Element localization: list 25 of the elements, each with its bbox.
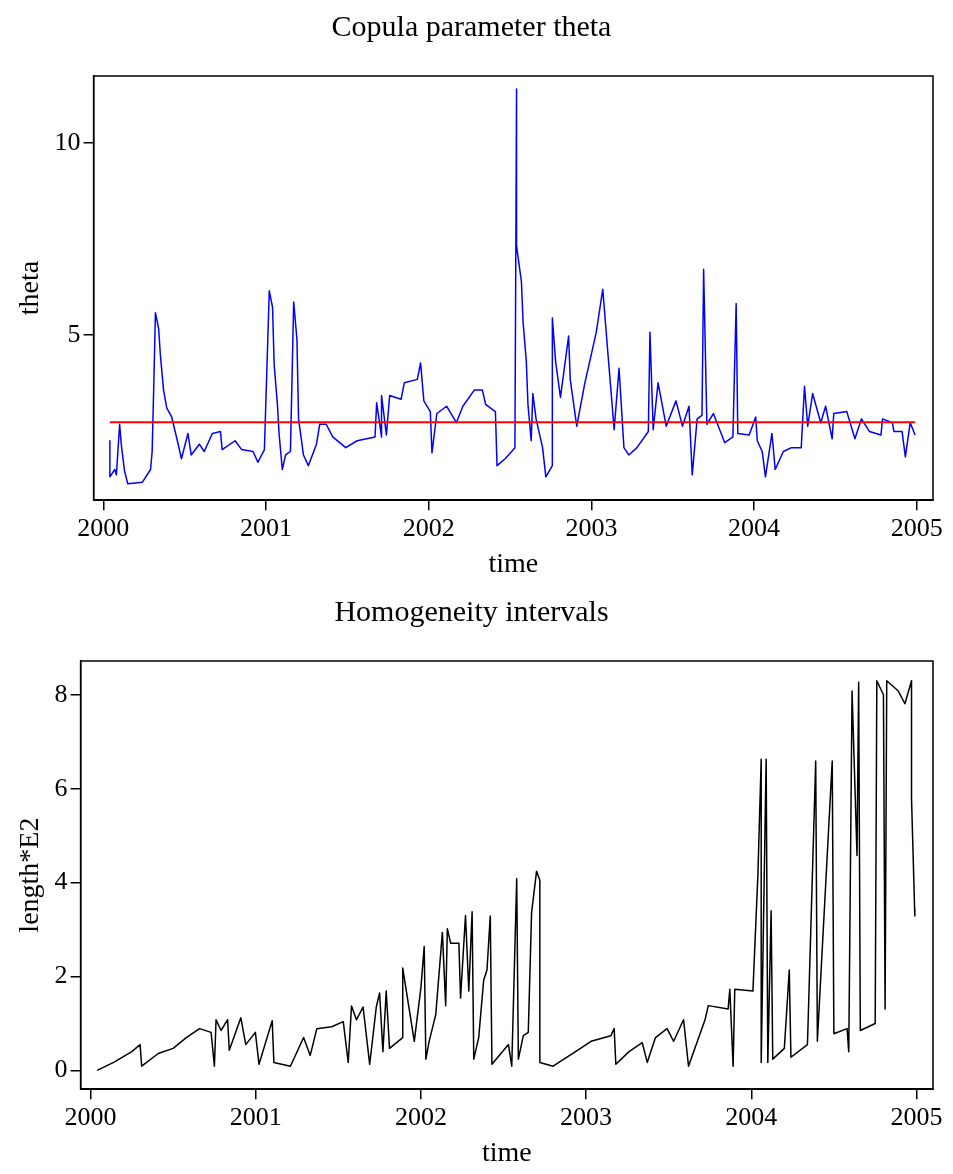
y-tick-label: 6	[54, 772, 68, 802]
x-tick-label: 2004	[728, 512, 781, 542]
x-axis-title: time	[488, 546, 539, 578]
chart-title: Copula parameter theta	[331, 8, 612, 42]
y-tick-label: 2	[54, 960, 68, 990]
x-tick-label: 2002	[402, 512, 455, 542]
x-tick-label: 2005	[890, 512, 943, 542]
x-tick-label: 2003	[565, 512, 618, 542]
x-tick-label: 2002	[394, 1101, 447, 1131]
y-tick-label: 4	[54, 866, 68, 896]
x-tick-label: 2000	[77, 512, 130, 542]
chart-title: Homogeneity intervals	[334, 593, 609, 627]
x-tick-label: 2000	[64, 1101, 117, 1131]
x-axis-title: time	[481, 1135, 532, 1167]
x-tick-label: 2004	[725, 1101, 778, 1131]
y-axis-title: length*E2	[13, 817, 45, 933]
x-tick-label: 2005	[890, 1101, 943, 1131]
y-tick-label: 10	[54, 126, 81, 156]
y-tick-label: 8	[54, 678, 68, 708]
y-axis-title: theta	[13, 260, 45, 316]
y-tick-label: 0	[54, 1054, 68, 1084]
y-tick-label: 5	[67, 318, 81, 348]
x-tick-label: 2001	[240, 512, 293, 542]
x-tick-label: 2003	[560, 1101, 613, 1131]
x-tick-label: 2001	[229, 1101, 282, 1131]
